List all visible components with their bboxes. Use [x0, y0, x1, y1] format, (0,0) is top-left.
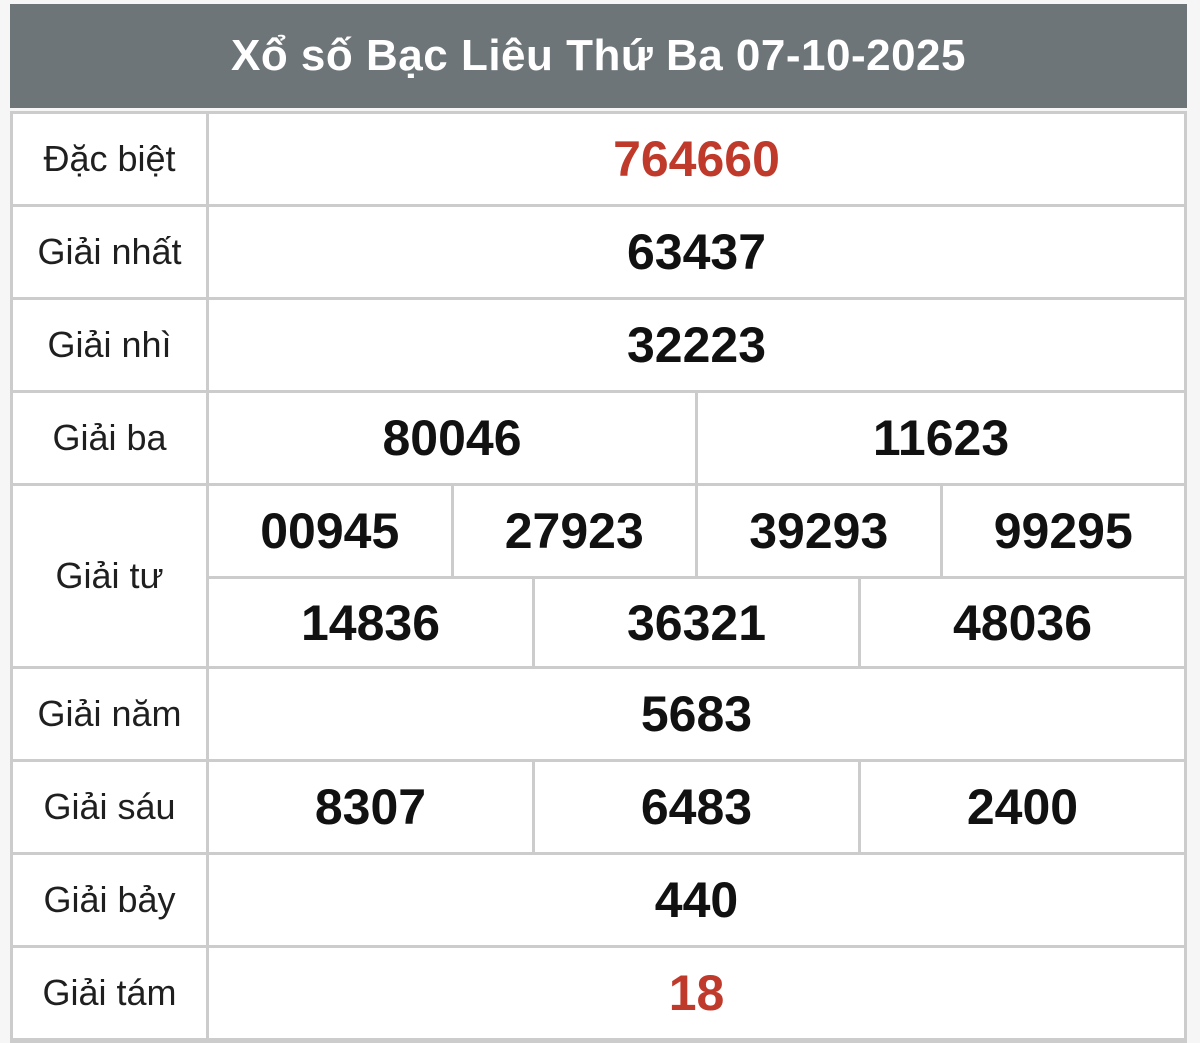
prize-label: Giải tư: [13, 486, 209, 666]
prize-number: 48036: [858, 579, 1184, 666]
table-row: Giải nhì 32223: [13, 297, 1184, 390]
prize-label: Giải sáu: [13, 762, 209, 852]
prize-values: 63437: [209, 207, 1184, 297]
prize-number: 5683: [640, 686, 753, 742]
table-row: Giải tám 18: [13, 945, 1184, 1038]
prize-values: 8307 6483 2400: [209, 762, 1184, 852]
prize-sub-row: 18: [209, 948, 1184, 1038]
prize-sub-row: 8307 6483 2400: [209, 762, 1184, 852]
prize-sub-row: 00945 27923 39293 99295: [209, 486, 1184, 576]
prize-number: 00945: [260, 503, 400, 559]
prize-values: 80046 11623: [209, 393, 1184, 483]
prize-number: 27923: [450, 486, 696, 576]
table-row: Giải nhất 63437: [13, 204, 1184, 297]
table-row: Giải ba 80046 11623: [13, 390, 1184, 483]
prize-sub-row: 32223: [209, 300, 1184, 390]
prize-label: Giải tám: [13, 948, 209, 1038]
prize-number: 8307: [314, 779, 427, 835]
prize-values: 5683: [209, 669, 1184, 759]
prize-values: 32223: [209, 300, 1184, 390]
prize-number: 63437: [626, 224, 767, 280]
prize-number: 14836: [300, 594, 441, 651]
prize-sub-row: 80046 11623: [209, 393, 1184, 483]
prize-values: 18: [209, 948, 1184, 1038]
prize-label: Giải bảy: [13, 855, 209, 945]
lottery-results-page: Xổ số Bạc Liêu Thứ Ba 07-10-2025 Đặc biệ…: [10, 4, 1187, 1043]
table-row: Giải sáu 8307 6483 2400: [13, 759, 1184, 852]
prize-sub-row: 5683: [209, 669, 1184, 759]
prize-number: 99295: [939, 486, 1185, 576]
page-title: Xổ số Bạc Liêu Thứ Ba 07-10-2025: [10, 4, 1187, 108]
table-row: Đặc biệt 764660: [13, 114, 1184, 204]
prize-sub-row: 14836 36321 48036: [209, 576, 1184, 666]
prize-sub-row: 63437: [209, 207, 1184, 297]
prize-number: 6483: [532, 762, 858, 852]
prize-number: 32223: [626, 317, 767, 373]
table-row: Giải năm 5683: [13, 666, 1184, 759]
prize-values: 00945 27923 39293 99295 14836 36321 48036: [209, 486, 1184, 666]
prize-number: 440: [654, 872, 739, 928]
table-row: Giải bảy 440: [13, 852, 1184, 945]
prize-label: Giải ba: [13, 393, 209, 483]
prize-label: Đặc biệt: [13, 114, 209, 204]
prize-values: 764660: [209, 114, 1184, 204]
prize-number: 764660: [613, 131, 780, 187]
table-row: Giải tư 00945 27923 39293 99295 14836 36321 480…: [13, 483, 1184, 666]
prize-sub-row: 764660: [209, 114, 1184, 204]
results-table: Đặc biệt 764660 Giải nhất 63437 Giải nhì 3222…: [10, 111, 1187, 1043]
prize-label: Giải nhất: [13, 207, 209, 297]
prize-number: 18: [668, 965, 725, 1021]
prize-number: 36321: [532, 579, 858, 666]
prize-number: 11623: [695, 393, 1184, 483]
prize-number: 39293: [695, 486, 940, 576]
prize-values: 440: [209, 855, 1184, 945]
prize-number: 2400: [858, 762, 1184, 852]
prize-number: 80046: [382, 410, 522, 466]
prize-sub-row: 440: [209, 855, 1184, 945]
prize-label: Giải nhì: [13, 300, 209, 390]
prize-label: Giải năm: [13, 669, 209, 759]
